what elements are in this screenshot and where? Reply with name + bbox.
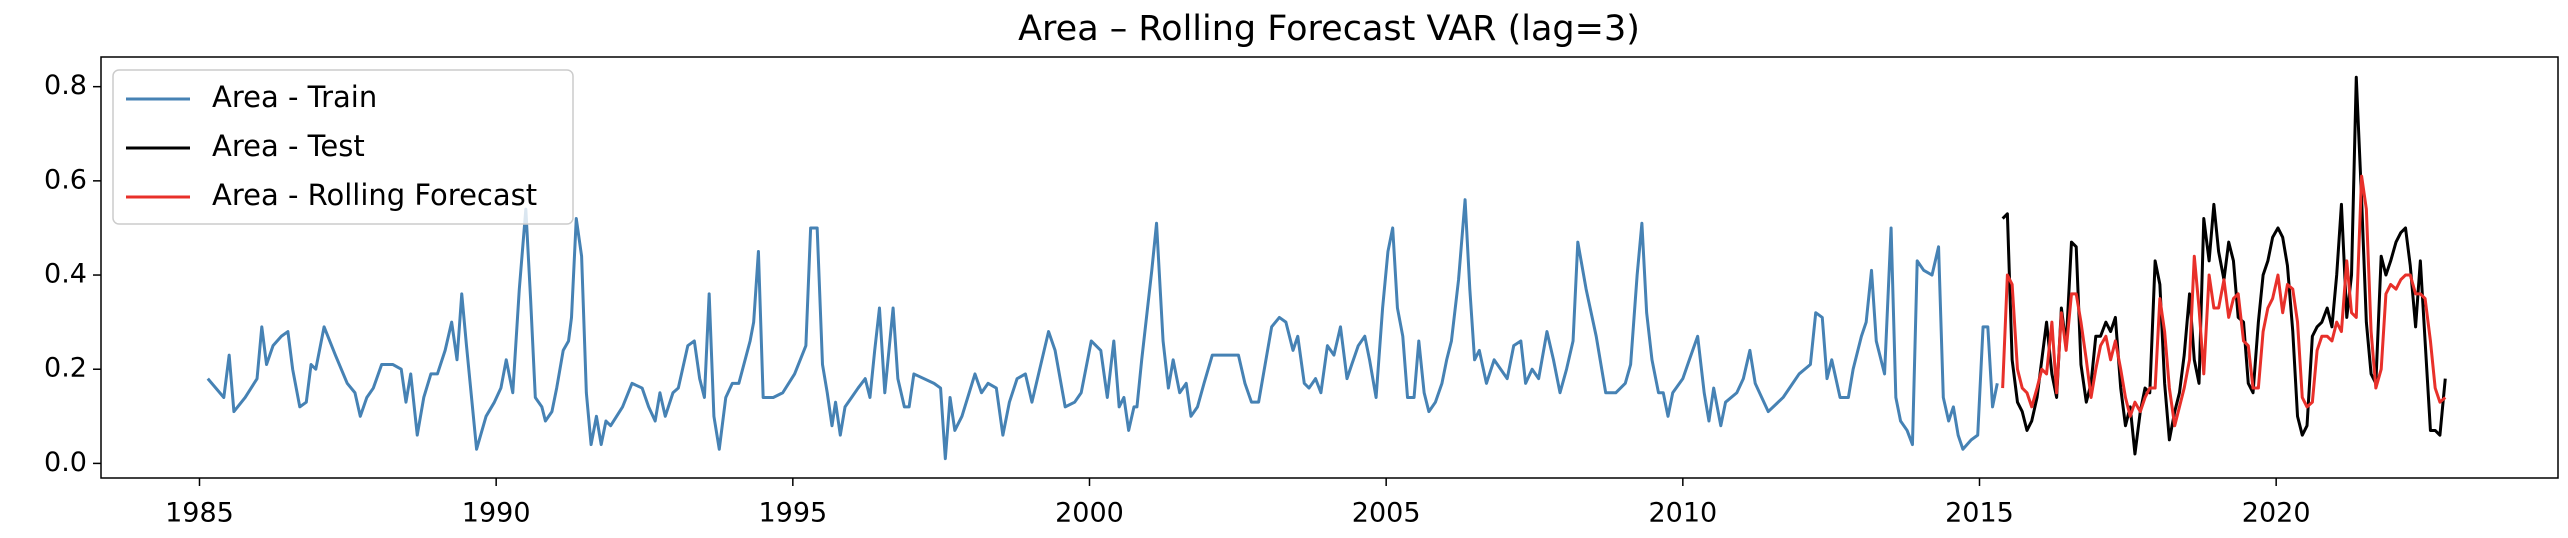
x-tick-label: 1985 bbox=[165, 498, 234, 529]
legend-label: Area - Train bbox=[212, 80, 377, 114]
y-tick-label: 0.8 bbox=[44, 70, 87, 101]
series-line bbox=[2001, 174, 2447, 428]
x-tick-label: 1995 bbox=[758, 498, 827, 529]
legend: Area - Train Area - Test Area - Rolling Fo… bbox=[112, 69, 574, 225]
x-tick-label: 2010 bbox=[1648, 498, 1717, 529]
y-tick-label: 0.2 bbox=[44, 353, 87, 384]
chart-title: Area – Rolling Forecast VAR (lag=3) bbox=[1018, 9, 1640, 49]
legend-box bbox=[112, 69, 574, 225]
y-tick-label: 0.0 bbox=[44, 447, 87, 478]
plot-frame bbox=[100, 56, 2559, 479]
x-tick-label: 2005 bbox=[1352, 498, 1421, 529]
x-tick-label: 2020 bbox=[2242, 498, 2311, 529]
x-tick-label: 1990 bbox=[462, 498, 531, 529]
legend-label: Area - Rolling Forecast bbox=[212, 178, 537, 212]
y-tick-label: 0.4 bbox=[44, 259, 87, 290]
x-tick-label: 2015 bbox=[1945, 498, 2014, 529]
series-line bbox=[2001, 75, 2447, 456]
x-tick-label: 2000 bbox=[1055, 498, 1124, 529]
legend-label: Area - Test bbox=[212, 129, 365, 163]
y-tick-label: 0.6 bbox=[44, 164, 87, 195]
series-line bbox=[206, 198, 1999, 461]
